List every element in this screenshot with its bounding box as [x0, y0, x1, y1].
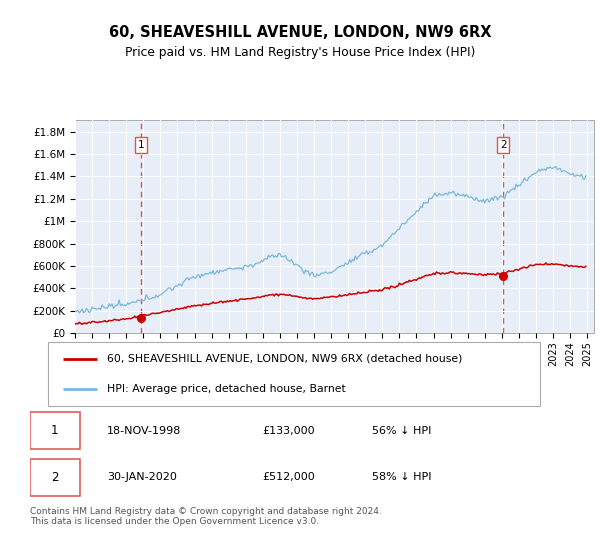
- Text: 1: 1: [51, 424, 59, 437]
- FancyBboxPatch shape: [48, 342, 540, 406]
- Text: £512,000: £512,000: [262, 472, 314, 482]
- Text: 60, SHEAVESHILL AVENUE, LONDON, NW9 6RX (detached house): 60, SHEAVESHILL AVENUE, LONDON, NW9 6RX …: [107, 354, 463, 364]
- Text: 1: 1: [138, 140, 145, 150]
- FancyBboxPatch shape: [30, 459, 80, 496]
- Text: Contains HM Land Registry data © Crown copyright and database right 2024.
This d: Contains HM Land Registry data © Crown c…: [30, 507, 382, 526]
- Text: 30-JAN-2020: 30-JAN-2020: [107, 472, 177, 482]
- Text: 60, SHEAVESHILL AVENUE, LONDON, NW9 6RX: 60, SHEAVESHILL AVENUE, LONDON, NW9 6RX: [109, 25, 491, 40]
- Text: 2: 2: [500, 140, 506, 150]
- Text: 2: 2: [51, 470, 59, 484]
- Text: Price paid vs. HM Land Registry's House Price Index (HPI): Price paid vs. HM Land Registry's House …: [125, 46, 475, 59]
- Text: 18-NOV-1998: 18-NOV-1998: [107, 426, 182, 436]
- Text: HPI: Average price, detached house, Barnet: HPI: Average price, detached house, Barn…: [107, 384, 346, 394]
- Text: 58% ↓ HPI: 58% ↓ HPI: [372, 472, 432, 482]
- Text: 56% ↓ HPI: 56% ↓ HPI: [372, 426, 431, 436]
- FancyBboxPatch shape: [30, 413, 80, 450]
- Text: £133,000: £133,000: [262, 426, 314, 436]
